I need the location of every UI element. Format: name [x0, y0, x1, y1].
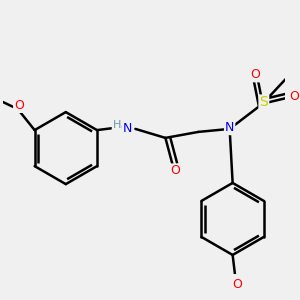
Text: O: O — [14, 99, 24, 112]
Text: N: N — [225, 121, 234, 134]
Text: O: O — [170, 164, 180, 177]
Text: N: N — [123, 122, 132, 135]
Text: S: S — [260, 95, 268, 110]
Text: H: H — [112, 120, 121, 130]
Text: O: O — [232, 278, 242, 292]
Text: O: O — [250, 68, 260, 81]
Text: O: O — [289, 90, 299, 103]
